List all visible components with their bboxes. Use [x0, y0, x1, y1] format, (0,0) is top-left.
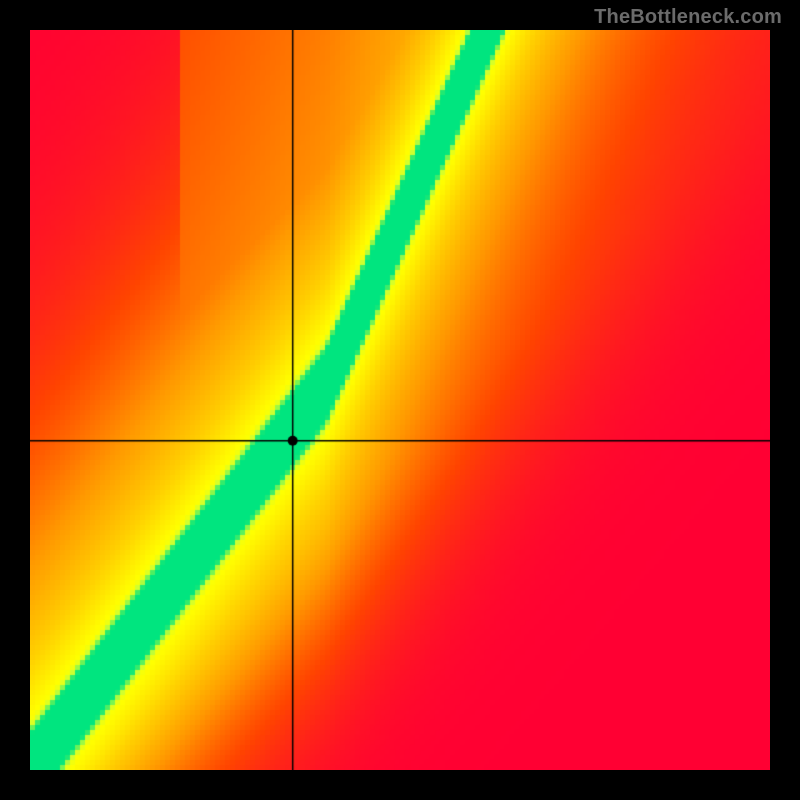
heatmap-plot	[30, 30, 770, 770]
heatmap-canvas	[30, 30, 770, 770]
watermark-text: TheBottleneck.com	[594, 6, 782, 29]
root-container: TheBottleneck.com	[0, 0, 800, 800]
